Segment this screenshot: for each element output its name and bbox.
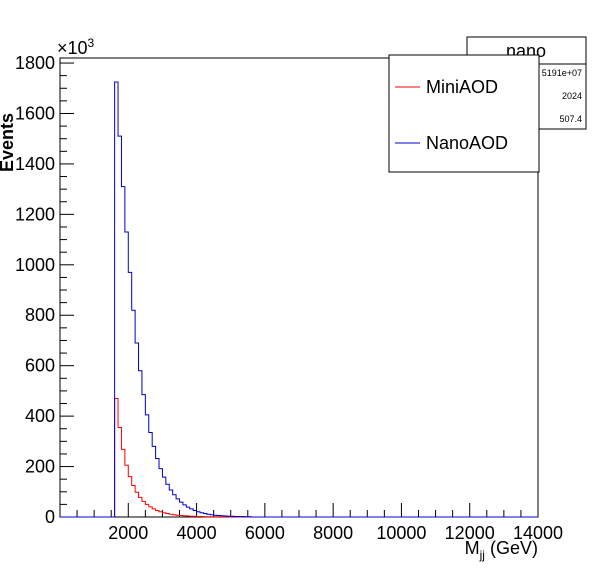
y-multiplier: ×103 — [57, 36, 95, 58]
stats-value-3: 507.4 — [559, 114, 582, 124]
x-tick-label: 4000 — [177, 523, 217, 543]
y-tick-label: 800 — [25, 305, 55, 325]
legend: MiniAOD NanoAOD — [389, 55, 539, 172]
y-tick-label: 200 — [25, 457, 55, 477]
y-tick-label: 0 — [45, 507, 55, 527]
y-tick-label: 1000 — [15, 255, 55, 275]
y-tick-label: 600 — [25, 356, 55, 376]
x-tick-label: 6000 — [245, 523, 285, 543]
stats-value-2: 2024 — [562, 91, 582, 101]
stats-value-1: 5191e+07 — [542, 68, 582, 78]
legend-label-miniaod: MiniAOD — [426, 77, 498, 97]
x-axis-title-main: M — [465, 538, 480, 558]
x-axis-title: Mjj (GeV) — [465, 538, 538, 562]
legend-label-nanoaod: NanoAOD — [426, 133, 508, 153]
x-tick-label: 2000 — [108, 523, 148, 543]
y-axis: 0 200 400 600 800 1000 1200 1400 1600 1800 — [15, 53, 74, 527]
series-miniaod — [60, 398, 538, 517]
x-axis: 2000 4000 6000 8000 10000 12000 14000 — [60, 503, 563, 543]
y-tick-label: 1600 — [15, 103, 55, 123]
y-tick-label: 1800 — [15, 53, 55, 73]
y-multiplier-exp: 3 — [88, 36, 95, 50]
y-tick-label: 1400 — [15, 154, 55, 174]
y-tick-label: 1200 — [15, 204, 55, 224]
y-axis-title: Events — [0, 113, 17, 172]
x-tick-label: 8000 — [313, 523, 353, 543]
legend-box — [389, 55, 539, 172]
y-tick-label: 400 — [25, 406, 55, 426]
y-multiplier-base: ×10 — [57, 38, 88, 58]
x-tick-label: 10000 — [376, 523, 426, 543]
x-axis-title-unit: (GeV) — [485, 538, 538, 558]
